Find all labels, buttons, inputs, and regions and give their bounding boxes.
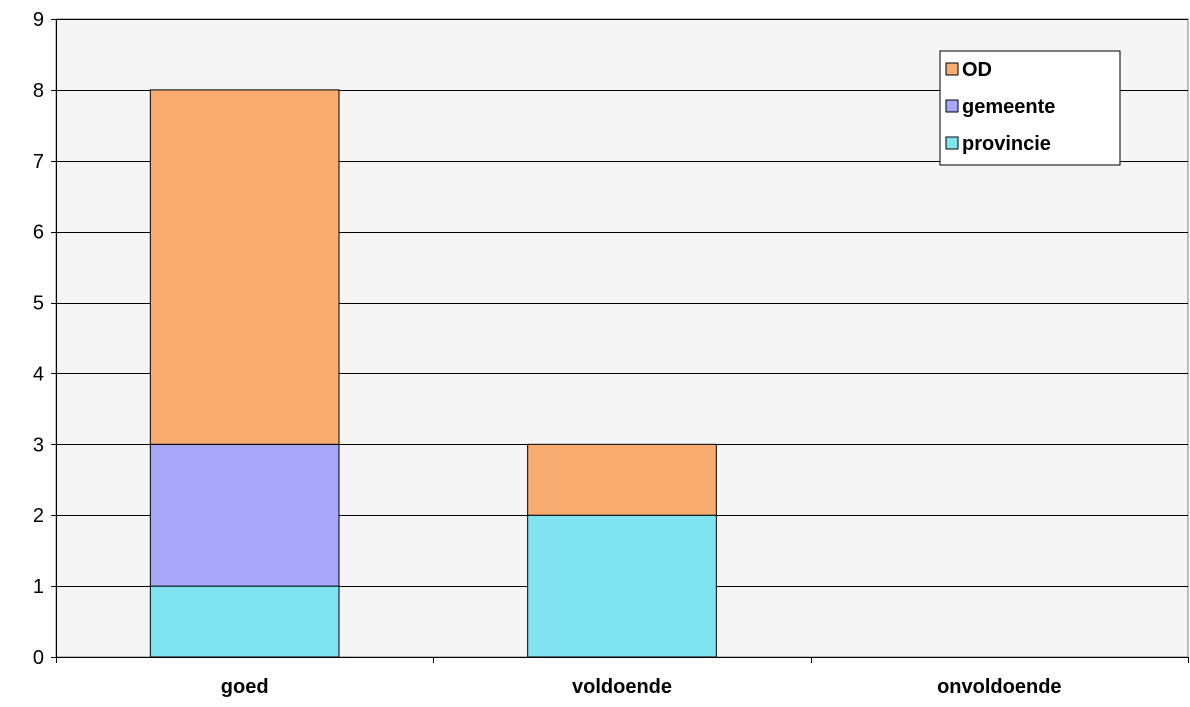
axes	[51, 19, 1189, 663]
y-tick-label: 7	[33, 151, 44, 173]
legend-swatch-gemeente	[945, 99, 959, 113]
y-tick-label: 9	[33, 9, 44, 31]
x-tick-label: onvoldoende	[937, 676, 1061, 698]
x-tick-label: goed	[221, 676, 269, 698]
bars	[149, 89, 717, 658]
legend: OD gemeente provincie	[939, 50, 1121, 166]
y-tick-label: 0	[33, 647, 44, 669]
y-tick-label: 5	[33, 293, 44, 315]
bar-provincie-voldoende	[527, 514, 717, 658]
y-tick-labels: 0 1 2 3 4 5 6 7 8 9	[33, 9, 44, 669]
y-tick-label: 2	[33, 505, 44, 527]
x-tick-labels: goed voldoende onvoldoende	[221, 676, 1062, 698]
y-tick-label: 1	[33, 576, 44, 598]
legend-label-provincie: provincie	[962, 133, 1051, 155]
bar-provincie-goed	[149, 585, 340, 658]
y-tick-label: 3	[33, 434, 44, 456]
legend-swatch-OD	[945, 62, 959, 76]
legend-label-gemeente: gemeente	[962, 96, 1055, 118]
legend-label-OD: OD	[962, 59, 992, 81]
y-tick-label: 4	[33, 363, 44, 385]
bar-OD-goed	[149, 89, 340, 445]
legend-box	[939, 50, 1121, 166]
y-tick-label: 8	[33, 80, 44, 102]
x-tick-label: voldoende	[572, 676, 672, 698]
y-tick-label: 6	[33, 222, 44, 244]
bar-OD-voldoende	[527, 443, 717, 516]
legend-swatch-provincie	[945, 136, 959, 150]
bar-gemeente-goed	[149, 443, 340, 587]
